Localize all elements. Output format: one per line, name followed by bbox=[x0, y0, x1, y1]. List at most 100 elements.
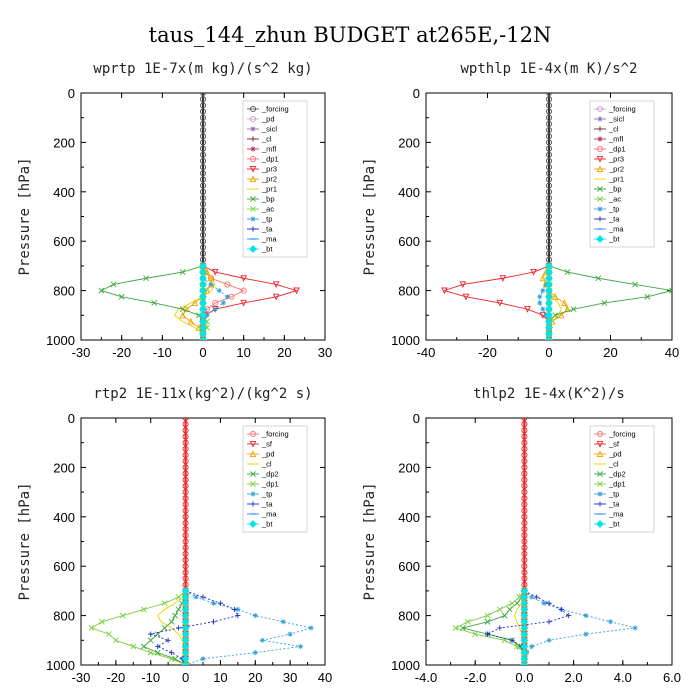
zero-profile-marker bbox=[199, 145, 207, 152]
data-point bbox=[520, 661, 529, 665]
zero-profile-marker bbox=[521, 569, 528, 576]
legend-label: _dp1 bbox=[608, 480, 626, 489]
data-point bbox=[516, 594, 523, 600]
zero-profile-marker bbox=[521, 439, 528, 446]
data-point bbox=[464, 618, 471, 625]
y-tick-label: 400 bbox=[398, 185, 420, 200]
legend-entry: _sf bbox=[594, 440, 620, 449]
series-dp2 bbox=[459, 587, 528, 665]
legend-entry: _dp1 bbox=[247, 480, 279, 489]
legend-label: _forcing bbox=[608, 105, 636, 114]
legend-label: _ta bbox=[261, 225, 273, 234]
zero-profile-marker bbox=[545, 213, 553, 220]
legend-marker bbox=[597, 481, 603, 487]
x-tick-label: -30 bbox=[72, 345, 91, 360]
legend-entry: _bt bbox=[594, 520, 620, 529]
zero-profile-marker bbox=[199, 102, 207, 109]
panel-1: wprtp 1E-7x(m kg)/(s^2 kg) Pressure [hPa]… bbox=[17, 61, 332, 360]
y-tick-label: 1000 bbox=[391, 333, 420, 348]
zero-profile-marker bbox=[545, 170, 553, 177]
legend-label: _pd bbox=[261, 450, 275, 459]
legend-entry: _pr2 bbox=[247, 175, 277, 184]
legend-label: _pd bbox=[608, 450, 622, 459]
zero-profile-marker bbox=[182, 513, 189, 520]
legend-entry: _mfl bbox=[594, 135, 624, 144]
x-tick-label: -20 bbox=[478, 345, 497, 360]
legend-marker bbox=[250, 196, 256, 202]
zero-profile-marker bbox=[521, 556, 528, 564]
data-point bbox=[155, 643, 161, 650]
series-line bbox=[442, 265, 550, 340]
legend-marker bbox=[597, 491, 603, 497]
y-tick-label: 0 bbox=[68, 86, 75, 101]
legend-label: _dp1 bbox=[608, 145, 626, 154]
data-point bbox=[452, 625, 459, 631]
y-tick-label: 1000 bbox=[46, 658, 75, 673]
panels: wprtp 1E-7x(m kg)/(s^2 kg) Pressure [hPa]… bbox=[17, 61, 681, 685]
data-point bbox=[224, 294, 230, 300]
y-tick-label: 1000 bbox=[46, 333, 75, 348]
zero-profile-marker bbox=[199, 213, 207, 220]
x-tick-label: 6.0 bbox=[663, 670, 681, 685]
legend-label: _mfl bbox=[608, 135, 624, 144]
zero-profile-marker bbox=[545, 182, 553, 189]
zero-profile-marker bbox=[545, 145, 553, 152]
legend-label: _dp2 bbox=[608, 470, 626, 479]
x-tick-label: -4.0 bbox=[415, 670, 437, 685]
data-point bbox=[546, 637, 552, 643]
legend-label: _tp bbox=[261, 490, 272, 499]
legend-marker bbox=[596, 155, 604, 163]
series-group bbox=[98, 93, 300, 340]
zero-profile-marker bbox=[521, 495, 528, 502]
legend-label: _sicl bbox=[608, 115, 624, 124]
data-point bbox=[607, 619, 614, 625]
legend-marker bbox=[250, 471, 256, 477]
x-tick-label: 10 bbox=[213, 670, 227, 685]
panel-3: rtp2 1E-11x(kg^2)/(kg^2 s) Pressure [hPa]… bbox=[17, 386, 332, 685]
zero-profile-marker bbox=[182, 569, 189, 576]
zero-profile-marker bbox=[545, 102, 553, 109]
data-point bbox=[193, 594, 199, 600]
legend-entry: _mfl bbox=[247, 145, 277, 154]
data-point bbox=[484, 631, 491, 637]
zero-profile-marker bbox=[521, 451, 528, 459]
data-point bbox=[601, 300, 608, 306]
data-point bbox=[484, 612, 491, 619]
zero-profile-marker bbox=[521, 501, 528, 508]
zero-profile-marker bbox=[545, 201, 553, 208]
legend-entry: _bt bbox=[247, 520, 273, 529]
data-point bbox=[210, 600, 217, 606]
legend-entry: _pr2 bbox=[594, 165, 624, 174]
data-point bbox=[441, 287, 448, 295]
legend-marker bbox=[249, 245, 257, 253]
zero-profile-marker bbox=[545, 96, 553, 103]
y-tick-label: 1000 bbox=[391, 658, 420, 673]
x-tick-label: -20 bbox=[112, 345, 131, 360]
zero-profile-marker bbox=[545, 157, 553, 164]
zero-profile-marker bbox=[199, 244, 207, 251]
legend-marker bbox=[597, 186, 603, 192]
data-point bbox=[545, 336, 553, 340]
zero-profile-marker bbox=[545, 219, 553, 226]
legend-label: _ma bbox=[261, 235, 277, 244]
zero-profile-marker bbox=[521, 476, 528, 483]
data-point bbox=[272, 281, 280, 289]
data-point bbox=[280, 619, 286, 625]
zero-profile-marker bbox=[521, 482, 528, 489]
data-point bbox=[496, 606, 503, 613]
zero-profile-marker bbox=[199, 170, 207, 177]
data-point bbox=[529, 594, 535, 600]
legend-label: _bt bbox=[608, 235, 620, 244]
data-point bbox=[181, 661, 190, 665]
zero-profile-marker bbox=[199, 133, 207, 140]
legend-entry: _bp bbox=[247, 195, 275, 204]
series-line bbox=[100, 265, 204, 340]
data-point bbox=[537, 300, 543, 306]
zero-profile-marker bbox=[545, 127, 553, 134]
legend-entry: _pr1 bbox=[247, 185, 277, 194]
legend-label: _bt bbox=[608, 520, 620, 529]
data-point bbox=[506, 606, 513, 613]
legend-entry: _cl bbox=[247, 135, 272, 144]
legend-entry: _ma bbox=[247, 235, 277, 244]
